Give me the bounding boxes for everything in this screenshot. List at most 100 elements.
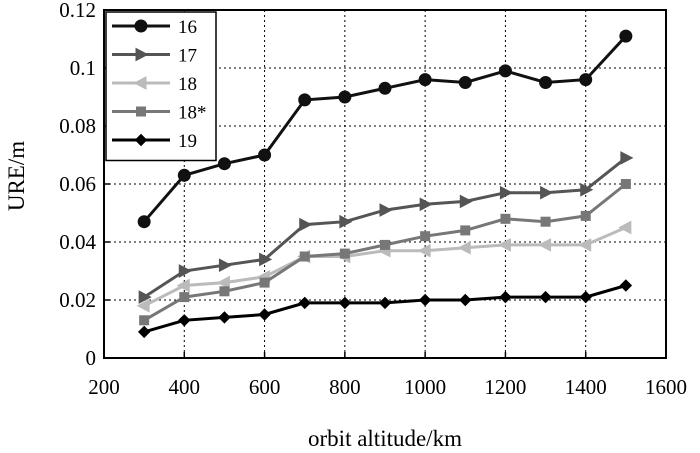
legend-box: [105, 11, 217, 162]
data-point: [579, 73, 593, 87]
series-19: [137, 279, 633, 339]
x-tick-label: 1400: [565, 375, 607, 399]
data-point: [458, 76, 472, 89]
data-point: [338, 90, 352, 104]
x-tick-label: 400: [169, 375, 201, 399]
data-point: [138, 290, 152, 304]
data-point: [540, 216, 551, 227]
data-point: [259, 277, 270, 288]
x-tick-label: 800: [329, 375, 361, 399]
legend-swatch-marker: [135, 47, 149, 62]
series-17: [138, 151, 634, 304]
axis-ticks: 200 400 600 800 1000 1200 1400 1600 0 0.02 0.04 0.0…: [59, 0, 687, 399]
data-point: [580, 210, 591, 221]
data-point: [258, 148, 272, 162]
y-tick-label: 0.02: [59, 288, 96, 312]
legend-swatch-marker: [136, 106, 146, 117]
x-tick-label: 200: [88, 375, 120, 399]
data-point: [580, 182, 594, 197]
data-point: [379, 203, 393, 217]
data-point: [499, 185, 514, 200]
data-point: [460, 225, 471, 236]
y-tick-label: 0: [86, 346, 97, 370]
data-point: [219, 286, 230, 297]
legend-swatch-marker: [133, 76, 147, 90]
data-point: [299, 217, 313, 232]
data-point: [578, 238, 592, 252]
series-line: [143, 156, 627, 299]
data-point: [137, 215, 151, 229]
data-point: [417, 243, 431, 258]
legend-label: 19: [178, 131, 197, 152]
data-point: [420, 231, 431, 242]
data-point: [378, 81, 392, 95]
data-point: [459, 293, 472, 307]
series-16: [137, 29, 633, 229]
data-point: [339, 248, 350, 259]
legend-label: 18*: [178, 103, 207, 124]
legend: 16 17 18 18* 19: [105, 11, 217, 162]
data-point: [418, 293, 432, 307]
data-point: [258, 308, 271, 321]
data-point: [540, 185, 554, 200]
data-point: [339, 214, 353, 229]
data-point: [299, 251, 310, 262]
data-point: [177, 168, 191, 182]
data-point: [338, 296, 352, 310]
x-tick-label: 1200: [484, 375, 526, 399]
data-point: [498, 64, 512, 78]
data-point: [618, 220, 632, 235]
data-point: [619, 29, 633, 43]
data-point: [499, 290, 512, 304]
data-point: [298, 296, 311, 310]
data-point: [497, 238, 511, 252]
data-point: [259, 252, 273, 267]
y-tick-label: 0.12: [59, 0, 96, 22]
data-point: [500, 213, 511, 224]
y-tick-label: 0.04: [59, 230, 96, 254]
data-point: [579, 290, 592, 304]
data-point: [136, 298, 150, 313]
data-point: [380, 239, 390, 250]
y-tick-label: 0.08: [59, 114, 96, 138]
series-18*: [139, 179, 631, 326]
legend-entry: 18: [112, 74, 197, 95]
data-point: [137, 325, 151, 339]
data-point: [537, 238, 552, 252]
legend-swatch-marker: [134, 19, 148, 33]
data-point: [176, 278, 190, 293]
data-point: [419, 197, 433, 212]
x-tick-label: 1600: [645, 375, 687, 399]
data-point: [218, 258, 233, 273]
data-point: [418, 73, 432, 87]
x-tick-label: 600: [249, 375, 281, 399]
legend-entry: 16: [112, 17, 197, 38]
data-point: [217, 157, 231, 171]
data-point: [139, 315, 150, 326]
x-axis-title: orbit altitude/km: [308, 426, 462, 451]
data-point: [539, 76, 553, 89]
legend-entry: 19: [112, 131, 197, 152]
series-layer: [136, 29, 634, 339]
data-point: [178, 264, 192, 278]
legend-entry: 18*: [112, 103, 207, 124]
legend-entry: 17: [112, 46, 197, 67]
data-point: [218, 311, 231, 324]
x-tick-label: 1000: [404, 375, 446, 399]
data-point: [620, 179, 631, 189]
y-tick-label: 0.1: [70, 56, 96, 80]
data-point: [619, 279, 633, 292]
data-point: [457, 240, 471, 255]
data-point: [378, 296, 392, 310]
y-axis-title: URE/m: [4, 141, 29, 211]
data-point: [216, 275, 230, 290]
y-tick-label: 0.06: [59, 172, 96, 196]
data-point: [178, 314, 191, 327]
data-point: [539, 290, 552, 304]
legend-label: 18: [178, 74, 197, 95]
data-point: [179, 292, 190, 303]
legend-label: 16: [178, 17, 197, 38]
legend-swatch-marker: [134, 133, 148, 147]
data-point: [459, 194, 473, 209]
